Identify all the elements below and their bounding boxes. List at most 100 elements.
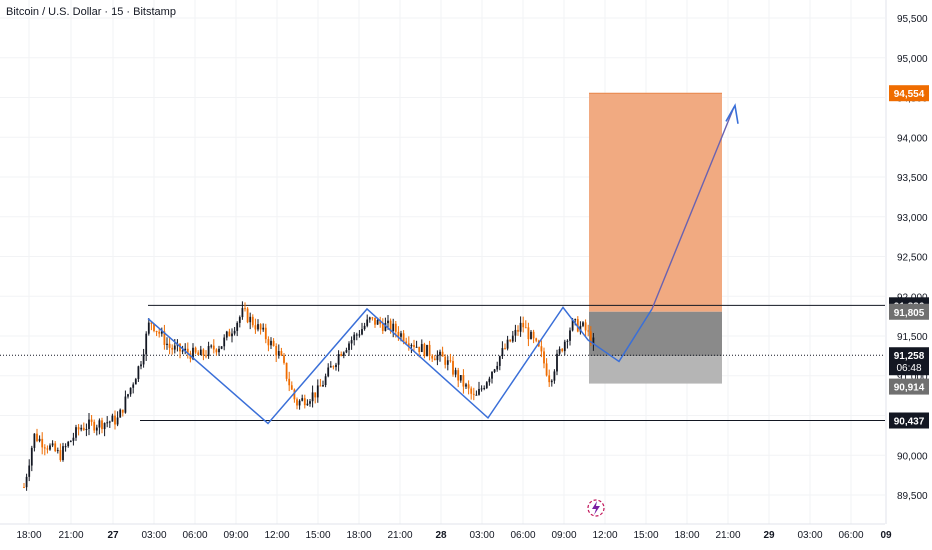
candle-up — [550, 380, 553, 383]
candle-down — [54, 443, 57, 451]
candle-down — [340, 354, 343, 356]
trade-zones — [589, 92, 722, 384]
candle-up — [80, 427, 83, 430]
candle-up — [301, 398, 304, 401]
candle-up — [459, 375, 462, 381]
stop-zone-upper — [589, 311, 722, 357]
candle-up — [569, 330, 571, 341]
candle-down — [275, 345, 278, 356]
projection-arrow-head — [725, 103, 739, 124]
candle-up — [439, 351, 441, 356]
candle-up — [511, 335, 514, 342]
candle-down — [576, 319, 579, 332]
candle-up — [556, 353, 558, 372]
candle-up — [309, 401, 311, 404]
candle-down — [215, 349, 218, 353]
candle-down — [46, 448, 49, 450]
candle-up — [465, 384, 467, 387]
candle-down — [244, 308, 246, 310]
price-badges: 94,55491,88691,80591,25806:4890,91490,43… — [889, 85, 929, 429]
candle-down — [283, 355, 285, 363]
candle-up — [420, 344, 423, 353]
candle-up — [566, 340, 569, 342]
candle-up — [324, 376, 327, 386]
event-icon[interactable] — [587, 499, 605, 517]
candle-down — [332, 366, 335, 368]
candle-up — [184, 348, 187, 351]
candle-down — [509, 339, 512, 342]
candle-up — [108, 421, 111, 423]
time-tick-label: 21:00 — [387, 530, 412, 541]
candle-down — [36, 433, 38, 442]
time-axis[interactable]: 18:00 21:00 27 03:00 06:00 09:00 12:00 15:00 18:… — [0, 523, 892, 541]
candle-down — [197, 352, 200, 356]
candle-up — [563, 341, 566, 352]
candles — [23, 301, 595, 491]
candle-down — [90, 419, 93, 422]
candle-up — [498, 356, 501, 366]
candle-up — [298, 400, 301, 406]
candle-up — [103, 423, 106, 430]
candle-down — [101, 420, 103, 430]
candle-up — [30, 447, 33, 466]
stop-price-badge: 90,914 — [894, 383, 925, 394]
candle-down — [449, 360, 452, 362]
price-tick-label: 89,500 — [897, 491, 928, 502]
candle-up — [355, 334, 358, 336]
candle-up — [311, 392, 314, 402]
candle-up — [415, 346, 418, 348]
candle-up — [366, 319, 369, 326]
candle-up — [519, 322, 522, 332]
candle-up — [496, 365, 499, 370]
candle-down — [153, 323, 155, 331]
candle-up — [207, 346, 210, 357]
candle-up — [329, 366, 332, 368]
target-price-badge: 94,554 — [894, 89, 925, 100]
candle-up — [491, 371, 493, 379]
time-tick-label: 28 — [435, 530, 447, 541]
candle-down — [470, 388, 473, 394]
candle-up — [335, 364, 337, 368]
candle-up — [69, 440, 72, 442]
candle-up — [225, 331, 228, 338]
candle-up — [236, 322, 239, 331]
candle-up — [493, 369, 496, 372]
time-tick-label: 15:00 — [633, 530, 658, 541]
candle-up — [64, 446, 67, 448]
price-tick-label: 91,500 — [897, 332, 928, 343]
candle-down — [246, 308, 249, 323]
candle-up — [249, 316, 252, 323]
candle-up — [306, 403, 309, 406]
candle-down — [77, 427, 80, 430]
candle-down — [93, 421, 96, 431]
candle-down — [272, 340, 275, 346]
candle-up — [134, 379, 137, 385]
candle-up — [67, 441, 70, 447]
candle-up — [592, 337, 595, 344]
w-pattern-polyline — [147, 306, 653, 425]
candle-up — [199, 349, 202, 356]
entry-price-badge: 91,805 — [894, 308, 925, 319]
candle-down — [293, 389, 296, 400]
candle-up — [361, 329, 363, 335]
time-tick-label: 09:00 — [551, 530, 576, 541]
time-tick-label: 09 — [880, 530, 892, 541]
candle-down — [394, 323, 397, 332]
candle-down — [540, 346, 543, 352]
candle-down — [23, 487, 25, 489]
candle-down — [423, 344, 426, 357]
candle-up — [124, 396, 127, 413]
candle-down — [407, 343, 410, 347]
price-tick-label: 93,500 — [897, 173, 928, 184]
support-price-badge-box — [889, 412, 929, 429]
grid — [0, 0, 887, 524]
candle-down — [290, 385, 293, 390]
candle-down — [441, 351, 444, 357]
time-tick-label: 18:00 — [16, 530, 41, 541]
candle-down — [41, 438, 44, 448]
candle-up — [142, 354, 145, 365]
candle-down — [397, 331, 400, 337]
candle-down — [504, 348, 506, 350]
time-tick-label: 15:00 — [305, 530, 330, 541]
